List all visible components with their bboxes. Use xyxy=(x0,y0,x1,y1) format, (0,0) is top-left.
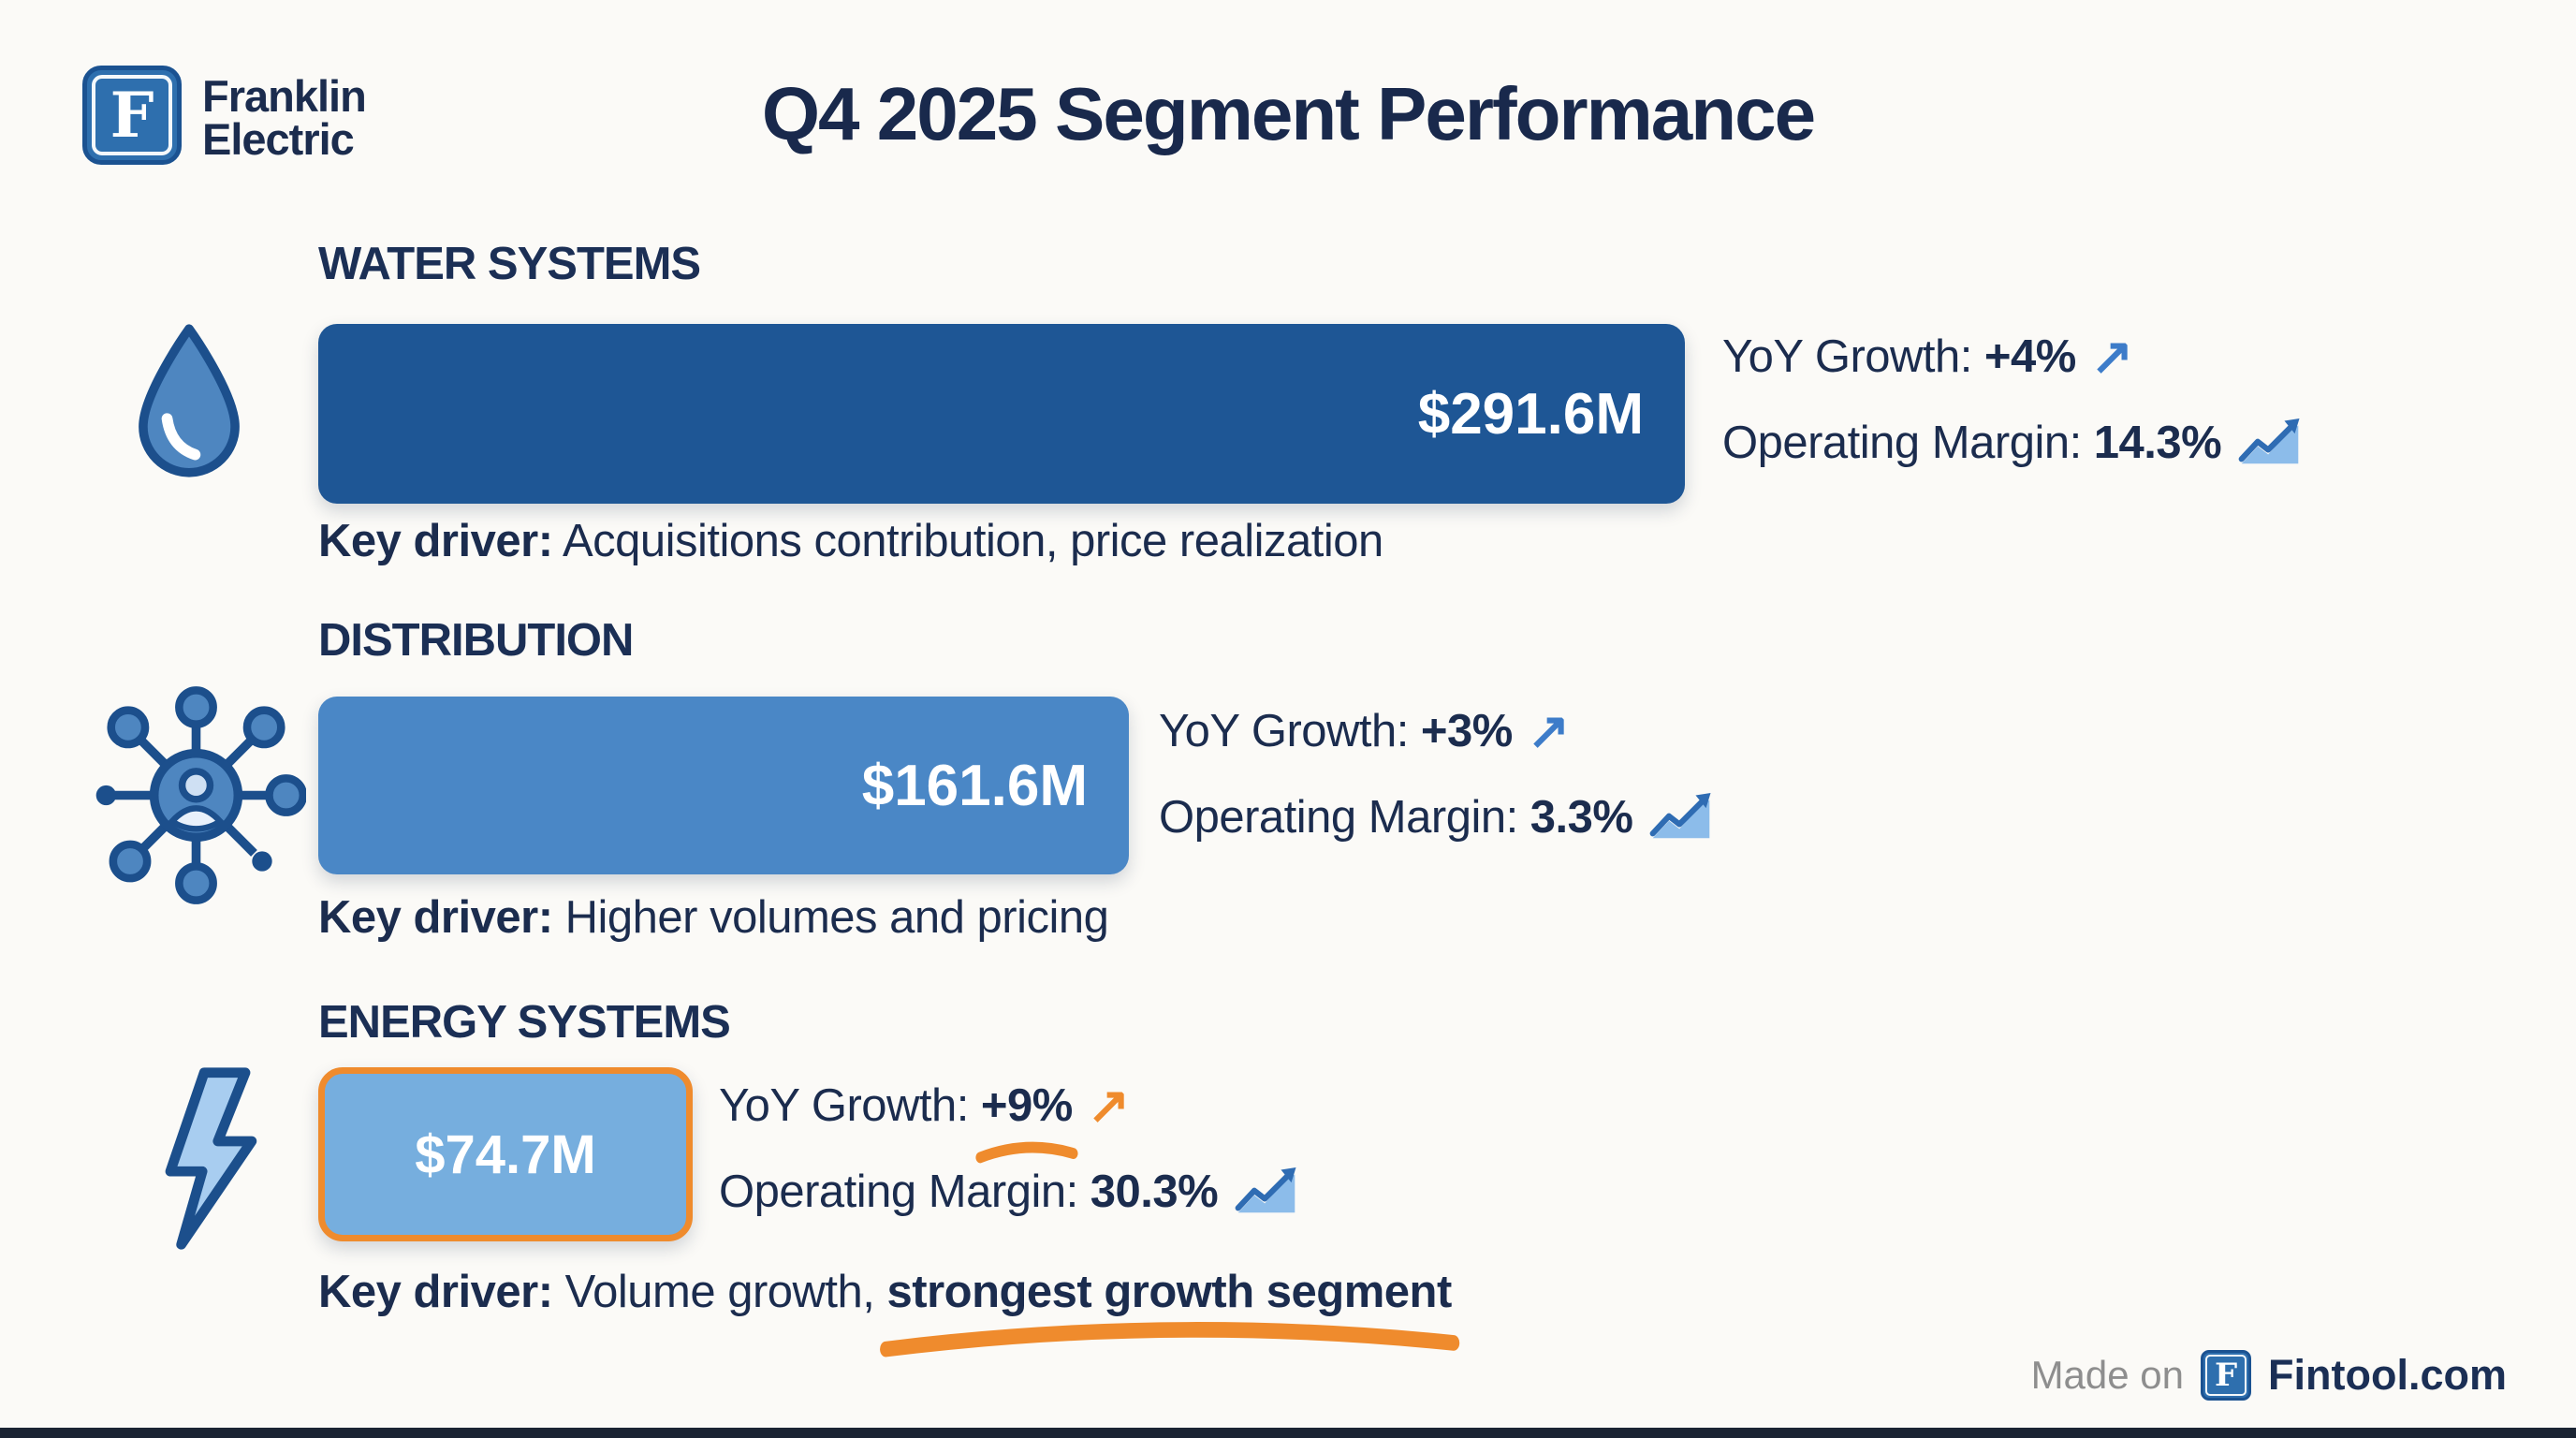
energy-stats: YoY Growth: +9% ↗ Operating Margin: 30.3… xyxy=(719,1078,1298,1251)
energy-key-driver: Key driver: Volume growth, strongest gro… xyxy=(318,1266,1459,1357)
lightning-bolt-icon xyxy=(139,1064,279,1260)
logo-letter: F xyxy=(110,79,154,152)
water-stats: YoY Growth: +4% ↗ Operating Margin: 14.3… xyxy=(1722,330,2302,502)
distribution-revenue-bar: $161.6M xyxy=(318,697,1129,874)
fintool-site-label: Fintool.com xyxy=(2268,1351,2507,1399)
orange-underline-swoosh-icon xyxy=(975,1141,1078,1164)
orange-underline-swoosh-icon xyxy=(879,1322,1459,1357)
energy-revenue-bar: $74.7M xyxy=(318,1067,693,1241)
chart-increasing-icon xyxy=(1650,793,1711,839)
trend-up-arrow-icon: ↗ xyxy=(1087,1078,1130,1134)
segment-title-energy: ENERGY SYSTEMS xyxy=(318,997,731,1048)
water-yoy-line: YoY Growth: +4% ↗ xyxy=(1722,329,2133,385)
segment-title-water: WATER SYSTEMS xyxy=(318,239,701,289)
trend-up-arrow-icon: ↗ xyxy=(2090,329,2133,385)
bottom-border-strip xyxy=(0,1428,2576,1438)
energy-revenue-value: $74.7M xyxy=(415,1123,596,1185)
water-key-driver: Key driver: Acquisitions contribution, p… xyxy=(318,516,1383,566)
trend-up-arrow-icon: ↗ xyxy=(1527,703,1570,759)
water-margin-line: Operating Margin: 14.3% xyxy=(1722,416,2302,470)
watermark: Made on F Fintool.com xyxy=(2031,1350,2507,1401)
energy-yoy-line: YoY Growth: +9% ↗ xyxy=(719,1078,1298,1164)
distribution-stats: YoY Growth: +3% ↗ Operating Margin: 3.3% xyxy=(1159,704,1713,876)
segment-title-distribution: DISTRIBUTION xyxy=(318,615,634,666)
distribution-revenue-value: $161.6M xyxy=(861,753,1088,818)
fintool-logo: F xyxy=(2201,1350,2252,1401)
distribution-yoy-line: YoY Growth: +3% ↗ xyxy=(1159,703,1570,759)
franklin-electric-logo: F xyxy=(82,66,182,165)
chart-increasing-icon xyxy=(2238,418,2300,464)
energy-margin-line: Operating Margin: 30.3% xyxy=(719,1165,1298,1219)
made-on-label: Made on xyxy=(2030,1353,2185,1397)
water-revenue-value: $291.6M xyxy=(1417,381,1644,447)
distribution-margin-line: Operating Margin: 3.3% xyxy=(1159,790,1713,844)
chart-increasing-icon xyxy=(1235,1167,1296,1213)
distribution-key-driver: Key driver: Higher volumes and pricing xyxy=(318,892,1109,943)
network-hub-icon xyxy=(86,685,308,910)
water-revenue-bar: $291.6M xyxy=(318,324,1685,504)
brand-name: Franklin Electric xyxy=(202,71,367,164)
page-title: Q4 2025 Segment Performance xyxy=(761,72,1816,155)
water-drop-icon xyxy=(129,320,249,486)
